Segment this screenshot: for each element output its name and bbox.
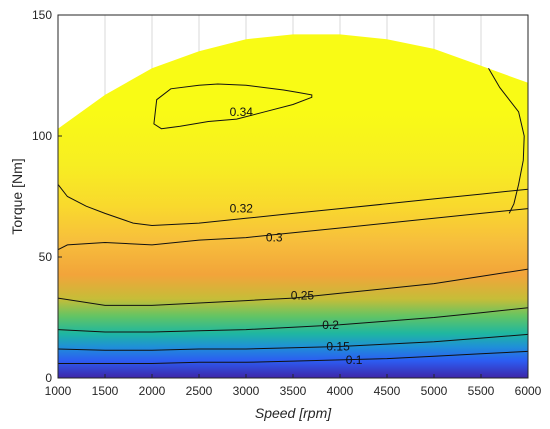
contour-line <box>488 67 525 214</box>
contour-line <box>58 268 528 306</box>
x-tick-label: 6000 <box>515 384 542 398</box>
x-tick-label: 5500 <box>468 384 495 398</box>
contour-lines <box>58 67 528 364</box>
contour-label: 0.25 <box>291 289 315 303</box>
contour-line <box>153 83 313 130</box>
x-tick-label: 3500 <box>280 384 307 398</box>
contour-line <box>58 307 528 333</box>
x-tick-label: 3000 <box>233 384 260 398</box>
x-axis: 1000 1500 2000 2500 3000 3500 4000 4500 5000 5500… <box>45 374 542 398</box>
x-tick-label: 1000 <box>45 384 72 398</box>
x-axis-label: Speed [rpm] <box>255 405 332 421</box>
contour-line <box>58 208 528 251</box>
y-axis-label: Torque [Nm] <box>9 158 25 234</box>
contour-label: 0.3 <box>266 231 283 245</box>
y-tick-label: 0 <box>45 371 52 385</box>
contour-label: 0.1 <box>346 353 363 367</box>
contour-label: 0.15 <box>326 340 350 354</box>
contour-label: 0.34 <box>230 105 254 119</box>
contour-label: 0.2 <box>322 318 339 332</box>
y-axis: 0 50 100 150 <box>32 8 62 385</box>
x-tick-label: 4500 <box>374 384 401 398</box>
x-tick-label: 1500 <box>92 384 119 398</box>
contour-labels: 0.10.15 0.2 0.25 0.3 0.32 0.34 <box>230 105 363 367</box>
contour-line <box>58 350 528 364</box>
x-tick-label: 5000 <box>421 384 448 398</box>
y-tick-label: 100 <box>32 129 52 143</box>
x-tick-label: 4000 <box>327 384 354 398</box>
x-tick-label: 2500 <box>186 384 213 398</box>
y-tick-label: 150 <box>32 8 52 22</box>
contour-label: 0.32 <box>230 202 254 216</box>
contour-line <box>58 333 528 351</box>
contour-line <box>58 184 528 227</box>
efficiency-field <box>58 34 528 378</box>
x-tick-label: 2000 <box>139 384 166 398</box>
y-tick-label: 50 <box>39 250 53 264</box>
